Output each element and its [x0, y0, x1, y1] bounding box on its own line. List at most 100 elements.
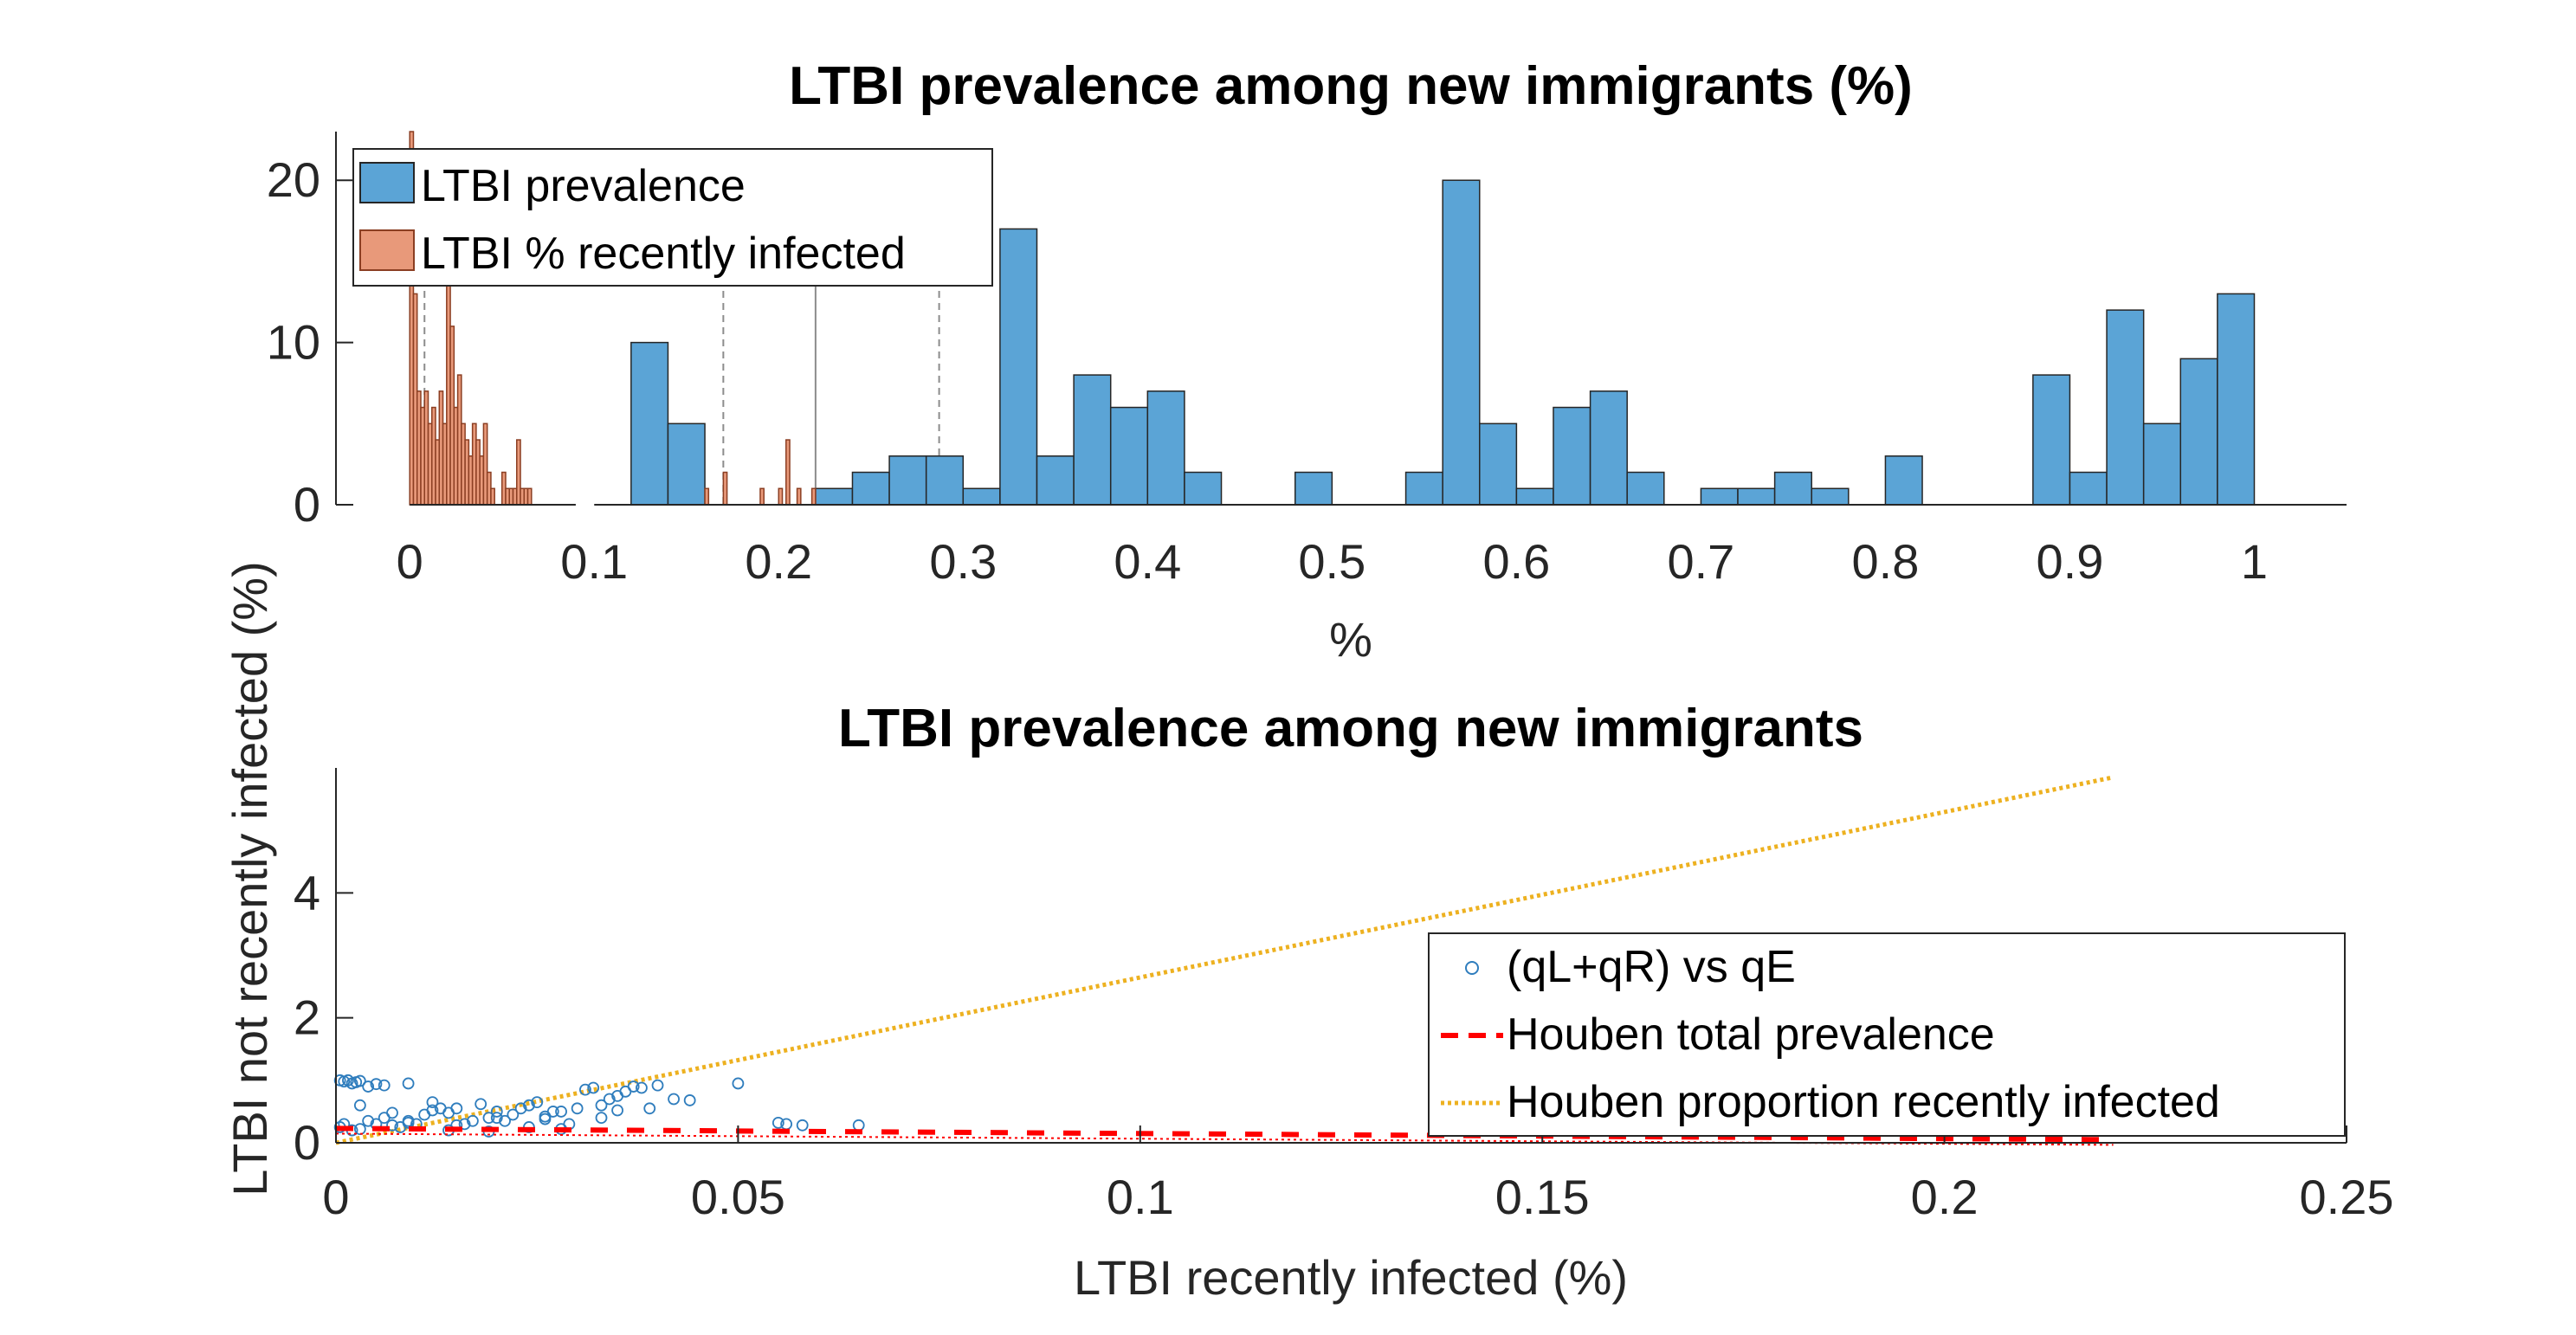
histogram-panel: LTBI prevalence among new immigrants (%)…	[267, 56, 2347, 667]
scatter-point	[627, 1080, 640, 1093]
histogram-x-tick-label: 0	[397, 534, 423, 589]
houben-recent-line	[335, 775, 2114, 1145]
prevalence-bar	[851, 471, 890, 506]
histogram-title: LTBI prevalence among new immigrants (%)	[789, 56, 1913, 116]
histogram-y-tick-label: 10	[267, 315, 320, 370]
prevalence-bar	[1884, 455, 1923, 506]
scatter-point	[683, 1094, 696, 1106]
houben-total-line	[335, 1125, 2114, 1143]
scatter-point	[426, 1096, 439, 1108]
scatter-point	[579, 1083, 591, 1096]
scatter-point	[426, 1104, 439, 1117]
scatter-y-axis-label: LTBI not recently infected (%)	[223, 561, 277, 1196]
prevalence-bar	[962, 487, 1001, 506]
prevalence-bar	[1184, 471, 1223, 506]
histogram-x-tick-label: 0.9	[2037, 534, 2104, 589]
scatter-point	[499, 1114, 511, 1127]
prevalence-bar	[1700, 487, 1739, 506]
histogram-x-tick-label: 0.1	[560, 534, 628, 589]
histogram-x-tick-label: 1	[2241, 534, 2268, 589]
recently-infected-bar	[810, 487, 817, 506]
scatter-point	[523, 1099, 535, 1112]
scatter-point	[595, 1112, 608, 1125]
prevalence-bar	[1737, 487, 1776, 506]
scatter-point	[362, 1114, 375, 1127]
scatter-point	[571, 1102, 584, 1115]
scatter-point	[475, 1098, 487, 1111]
scatter-point	[450, 1102, 463, 1115]
scatter-point	[386, 1119, 398, 1132]
prevalence-bar	[1109, 406, 1149, 506]
prevalence-bar	[999, 228, 1038, 506]
scatter-point	[732, 1077, 745, 1090]
legend-label-ltbi-recently-infected: LTBI % recently infected	[421, 229, 906, 279]
legend-label-scatter: (qL+qR) vs qE	[1507, 942, 1796, 992]
prevalence-bar	[1773, 471, 1812, 506]
scatter-point	[466, 1114, 479, 1127]
scatter-point	[539, 1112, 552, 1125]
recently-infected-bar	[778, 487, 784, 506]
prevalence-bar	[1479, 422, 1518, 506]
histogram-plot-area	[409, 131, 2256, 506]
recently-infected-bar	[704, 487, 710, 506]
scatter-y-tick-label: 0	[294, 1115, 320, 1170]
histogram-x-tick-label: 0.6	[1482, 534, 1550, 589]
scatter-point	[651, 1079, 664, 1092]
histogram-legend-box	[352, 148, 993, 287]
scatter-point	[514, 1102, 527, 1115]
prevalence-bar	[2142, 422, 2182, 506]
recently-infected-bar	[722, 471, 728, 506]
recently-infected-bar	[759, 487, 765, 506]
scatter-point	[796, 1119, 809, 1132]
scatter-point	[668, 1093, 680, 1106]
scatter-axes: 0 2 4 0 0.05 0.1 0.15 0.2 0.25	[294, 768, 2394, 1224]
prevalence-bar	[1073, 374, 1112, 506]
scatter-legend: (qL+qR) vs qE Houben total prevalence Ho…	[1428, 932, 2346, 1137]
recently-infected-bar	[490, 487, 495, 506]
prevalence-bar	[1626, 471, 1665, 506]
prevalence-bar	[1589, 390, 1628, 506]
legend-marker-scatter	[1465, 961, 1479, 975]
histogram-x-tick-label: 0.4	[1114, 534, 1181, 589]
legend-swatch-ltbi-recently-infected	[359, 229, 415, 271]
prevalence-bar	[2217, 293, 2256, 506]
scatter-point	[636, 1081, 648, 1094]
scatter-point	[353, 1099, 366, 1112]
legend-label-houben-total: Houben total prevalence	[1507, 1009, 1995, 1060]
prevalence-bar	[1553, 406, 1591, 506]
scatter-x-tick-label: 0.2	[1911, 1170, 1979, 1224]
histogram-y-tick-label: 20	[267, 152, 320, 207]
prevalence-bar	[888, 455, 927, 506]
scatter-point	[402, 1077, 415, 1090]
scatter-point	[587, 1081, 600, 1094]
scatter-point	[458, 1118, 471, 1131]
recently-infected-bar	[796, 487, 802, 506]
prevalence-bar	[1294, 471, 1333, 506]
scatter-y-tick-label: 2	[294, 990, 320, 1045]
scatter-point	[643, 1102, 656, 1115]
scatter-point	[482, 1112, 495, 1125]
scatter-title: LTBI prevalence among new immigrants	[838, 699, 1863, 758]
scatter-point	[531, 1096, 544, 1108]
prevalence-bar	[630, 341, 669, 506]
histogram-x-tick-label: 0.3	[929, 534, 997, 589]
prevalence-bar	[2032, 374, 2071, 506]
prevalence-bar	[1811, 487, 1850, 506]
recently-infected-bar	[526, 487, 533, 506]
scatter-y-tick-label: 4	[294, 865, 320, 919]
scatter-point	[772, 1117, 784, 1129]
scatter-x-tick-label: 0.15	[1495, 1170, 1590, 1224]
scatter-point	[370, 1078, 383, 1091]
scatter-x-tick-label: 0.05	[691, 1170, 785, 1224]
scatter-legend-box	[1428, 932, 2346, 1137]
scatter-point	[595, 1099, 608, 1112]
histogram-x-axis-label: %	[1329, 612, 1372, 667]
scatter-point	[362, 1080, 375, 1093]
scatter-point	[402, 1114, 415, 1127]
scatter-point	[490, 1112, 503, 1125]
scatter-point	[603, 1093, 616, 1106]
prevalence-bar	[1515, 487, 1554, 506]
scatter-point	[490, 1106, 503, 1118]
prevalence-bar	[925, 455, 965, 506]
